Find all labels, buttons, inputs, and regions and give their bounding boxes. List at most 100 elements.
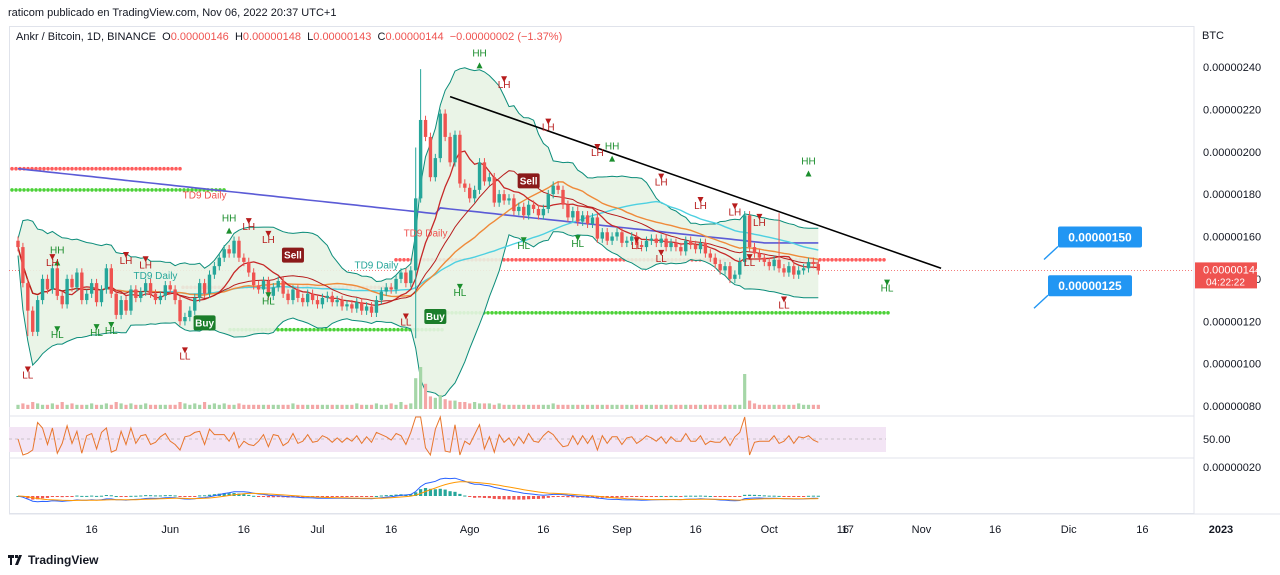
candle-body: [728, 266, 732, 279]
candle-body: [487, 177, 492, 182]
red-zone-right-dot: [818, 258, 822, 262]
macd-histogram-bar: [276, 496, 280, 498]
macd-histogram-bar: [99, 495, 104, 497]
green-zone-right-dot: [838, 310, 842, 315]
pivot-marker: [658, 173, 665, 180]
candle-body: [536, 208, 541, 216]
red-zone-right-dot: [614, 258, 618, 262]
candle-body: [600, 232, 604, 239]
candle-body: [129, 289, 133, 311]
pivot-label-ll: LL: [400, 317, 412, 328]
volume-bar: [178, 402, 182, 409]
volume-bar: [202, 402, 207, 409]
volume-bar: [36, 403, 40, 409]
macd-histogram-bar: [443, 489, 447, 496]
candle-body: [708, 253, 713, 258]
green-zone-right-dot: [822, 310, 826, 315]
macd-histogram-bar: [80, 495, 84, 497]
resistance-zone-dot: [46, 166, 50, 171]
macd-histogram-bar: [360, 496, 364, 497]
green-zone-right-dot: [570, 310, 574, 315]
macd-histogram-bar: [566, 496, 570, 498]
volume-bar: [45, 404, 50, 409]
candle-body: [752, 247, 757, 254]
macd-histogram-bar: [659, 495, 663, 497]
macd-histogram-bar: [139, 495, 143, 497]
symbol-name[interactable]: Ankr / Bitcoin, 1D, BINANCE: [16, 31, 156, 43]
macd-histogram-bar: [94, 495, 99, 497]
candle-body: [610, 236, 614, 241]
change-value: −0.00000002 (−1.37%): [449, 31, 563, 43]
green-zone-right-dot: [538, 310, 542, 315]
macd-histogram-bar: [664, 496, 668, 497]
green-zone-left-dot: [284, 327, 288, 332]
pivot-label-lh: LH: [242, 222, 255, 233]
macd-histogram-bar: [65, 496, 69, 497]
resistance-zone-dot: [42, 166, 46, 171]
candle-body: [693, 244, 698, 250]
green-zone-right: [442, 310, 890, 315]
volume-bar: [477, 403, 482, 409]
macd-histogram-bar: [90, 495, 94, 497]
pivot-marker: [142, 256, 149, 263]
green-zone-left-dot: [340, 327, 344, 332]
candle-body: [811, 261, 816, 265]
volume-bar: [468, 403, 472, 409]
rsi-line: [17, 415, 819, 457]
green-zone-right-dot: [790, 310, 794, 315]
resistance-zone-dot: [138, 166, 142, 171]
macd-histogram-bar: [144, 495, 148, 497]
green-zone-right-dot: [694, 310, 698, 315]
macd-histogram-bar: [571, 496, 575, 498]
volume-bar: [649, 404, 653, 409]
volume-bar: [350, 404, 354, 409]
countdown-value: 04:22:22: [1206, 277, 1245, 288]
macd-histogram-bar: [536, 496, 541, 499]
candle-body: [271, 287, 276, 296]
green-zone-right-dot: [762, 310, 766, 315]
candle-body: [148, 283, 153, 294]
green-zone-right-dot: [510, 310, 514, 315]
macd-histogram-bar: [148, 495, 153, 497]
green-zone-right-dot: [854, 310, 858, 315]
green-zone-right-dot: [630, 310, 634, 315]
volume-bar: [541, 404, 545, 409]
pivot-label-hl: HL: [262, 296, 275, 307]
sell-signal-label: Sell: [284, 251, 302, 262]
resistance-zone-dot: [114, 166, 118, 171]
red-zone-right-dot: [514, 258, 518, 262]
macd-histogram-bar: [747, 494, 752, 496]
green-zone-right-dot: [754, 310, 758, 315]
green-zone-right-dot: [798, 310, 802, 315]
candle-body: [443, 113, 447, 137]
pivot-marker: [594, 143, 601, 150]
pivot-label-ll: LL: [656, 254, 668, 265]
volume-bar: [428, 396, 433, 409]
x-tick-label: 16: [537, 524, 549, 536]
candle-body: [374, 300, 379, 313]
macd-histogram-bar: [296, 496, 300, 498]
candle-body: [60, 295, 64, 305]
macd-histogram-bar: [669, 495, 673, 497]
candle-body: [561, 189, 565, 205]
macd-histogram-bar: [620, 496, 624, 498]
x-tick-label: 16: [86, 524, 98, 536]
red-zone-right-dot: [602, 258, 606, 262]
green-zone-right-dot: [878, 310, 882, 315]
candle-body: [796, 270, 801, 275]
macd-histogram-bar: [129, 495, 133, 497]
volume-bar: [65, 404, 69, 409]
volume-bar: [31, 402, 35, 409]
candle-body: [639, 244, 644, 248]
resistance-zone-dot: [82, 166, 86, 171]
support-zone-upper-dot: [146, 188, 150, 192]
macd-histogram-bar: [743, 494, 747, 496]
red-zone-right-dot: [570, 258, 574, 262]
support-zone-upper-dot: [142, 188, 146, 192]
volume-bar: [772, 404, 776, 409]
volume-bar: [777, 404, 781, 409]
volume-bar: [90, 403, 94, 409]
candle-body: [114, 293, 118, 315]
